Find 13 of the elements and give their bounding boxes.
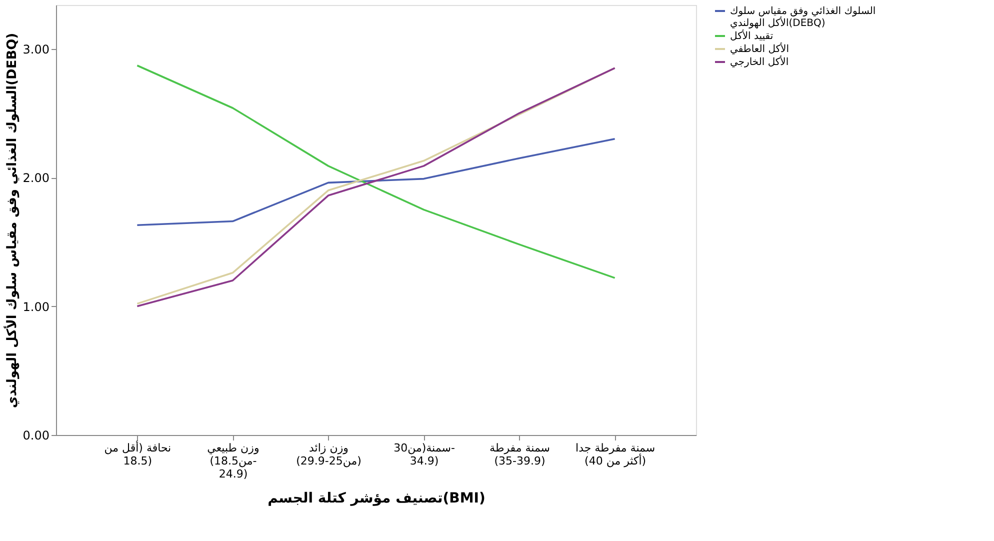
line-series [136,138,616,226]
legend-label: الأكل الخارجي [730,55,789,68]
y-axis-title: السلوك الغذائي وفق مقياس سلوك الأكل الهولندي(DEBQ) [2,32,20,408]
legend-label: الأكل العاطفي [730,42,790,55]
y-tick-label: 2.00 [22,171,50,186]
y-tick-label: 0.00 [22,428,50,442]
y-tick-label: 3.00 [22,42,50,56]
x-axis-title: تصنيف مؤشر كتلة الجسم(BMI) [268,490,486,506]
x-tick-label: وزن زائد (من25-29.9) [296,442,362,468]
legend-label: السلوك الغذائي وفق مقياس سلوك الأكل الهولندي(DEBQ) [730,6,876,29]
legend-label: تقييد الأكل [730,29,774,42]
x-tick-label: سمنة مفرطة جدا (أكثر من 40) [576,442,656,468]
y-tick-label: 1.00 [22,300,50,314]
